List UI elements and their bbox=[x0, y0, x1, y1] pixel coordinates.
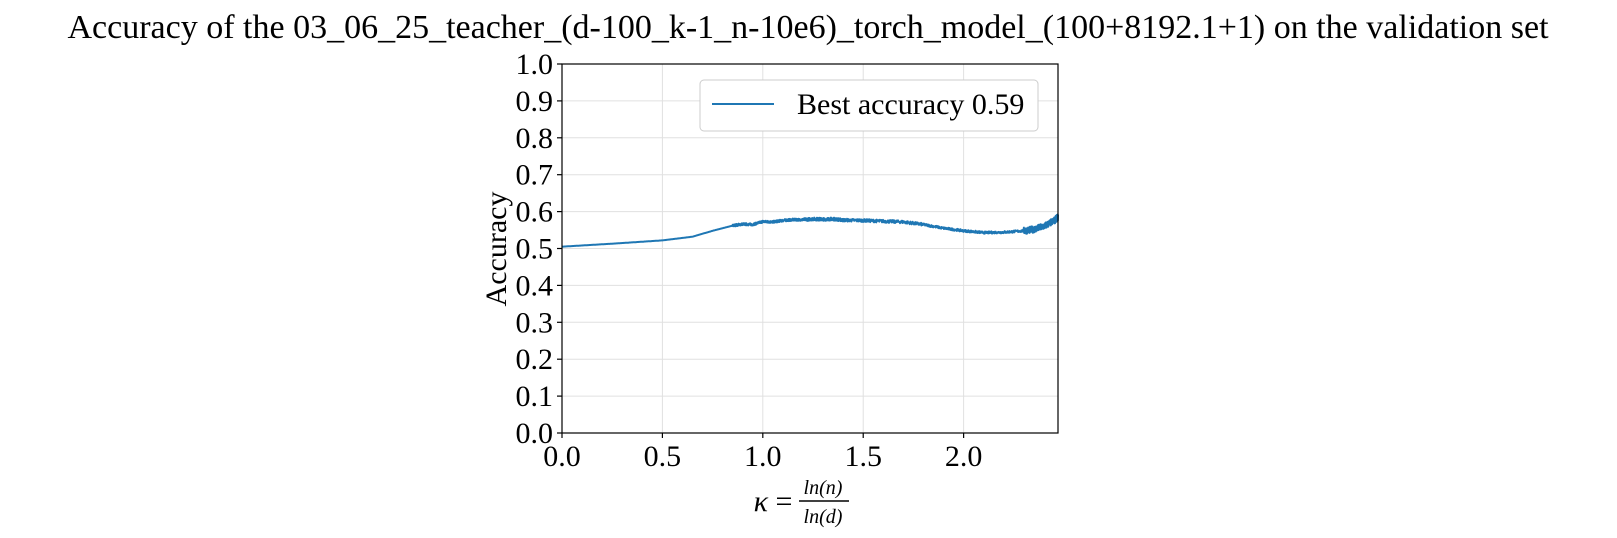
x-axis-label: κ = ln(n) ln(d) bbox=[754, 477, 849, 528]
y-tick-label: 0.4 bbox=[516, 269, 554, 302]
x-axis: 0.0 0.5 1.0 1.5 2.0 bbox=[543, 433, 982, 473]
y-axis: 0.0 0.1 0.2 0.3 0.40.5 0.6 0.7 0.8 0.9 1.0 bbox=[516, 48, 562, 450]
x-axis-label-equals: = bbox=[776, 485, 793, 518]
x-tick-label: 2.0 bbox=[945, 440, 983, 473]
x-axis-label-numerator: ln(n) bbox=[804, 477, 843, 499]
series-layer bbox=[561, 213, 1059, 248]
x-axis-label-prefix: κ bbox=[754, 485, 769, 518]
x-tick-label: 0.0 bbox=[543, 440, 581, 473]
y-tick-label: 0.9 bbox=[516, 85, 554, 118]
y-tick-label: 0.2 bbox=[516, 343, 554, 376]
x-tick-label: 1.5 bbox=[844, 440, 882, 473]
legend: Best accuracy 0.59 bbox=[699, 79, 1039, 132]
y-tick-label: 0.0 bbox=[516, 417, 554, 450]
plot-frame bbox=[561, 63, 1059, 434]
y-tick-label: 0.1 bbox=[516, 380, 554, 413]
y-tick-label: 0.5 bbox=[516, 233, 554, 266]
x-axis-label-denominator: ln(d) bbox=[804, 506, 843, 528]
y-tick-label: 0.3 bbox=[516, 306, 554, 339]
y-axis-label: Accuracy bbox=[480, 192, 513, 307]
y-tick-label: 0.6 bbox=[516, 196, 554, 229]
chart-title: Accuracy of the 03_06_25_teacher_(d-100_… bbox=[67, 9, 1549, 46]
legend-entry-label: Best accuracy 0.59 bbox=[797, 88, 1024, 121]
series-line-best-accuracy bbox=[561, 213, 1059, 248]
legend-box bbox=[699, 79, 1039, 132]
y-tick-label: 0.8 bbox=[516, 122, 554, 155]
x-tick-label: 0.5 bbox=[644, 440, 682, 473]
y-tick-label: 1.0 bbox=[516, 48, 554, 81]
y-tick-label: 0.7 bbox=[516, 159, 554, 192]
x-tick-label: 1.0 bbox=[744, 440, 782, 473]
